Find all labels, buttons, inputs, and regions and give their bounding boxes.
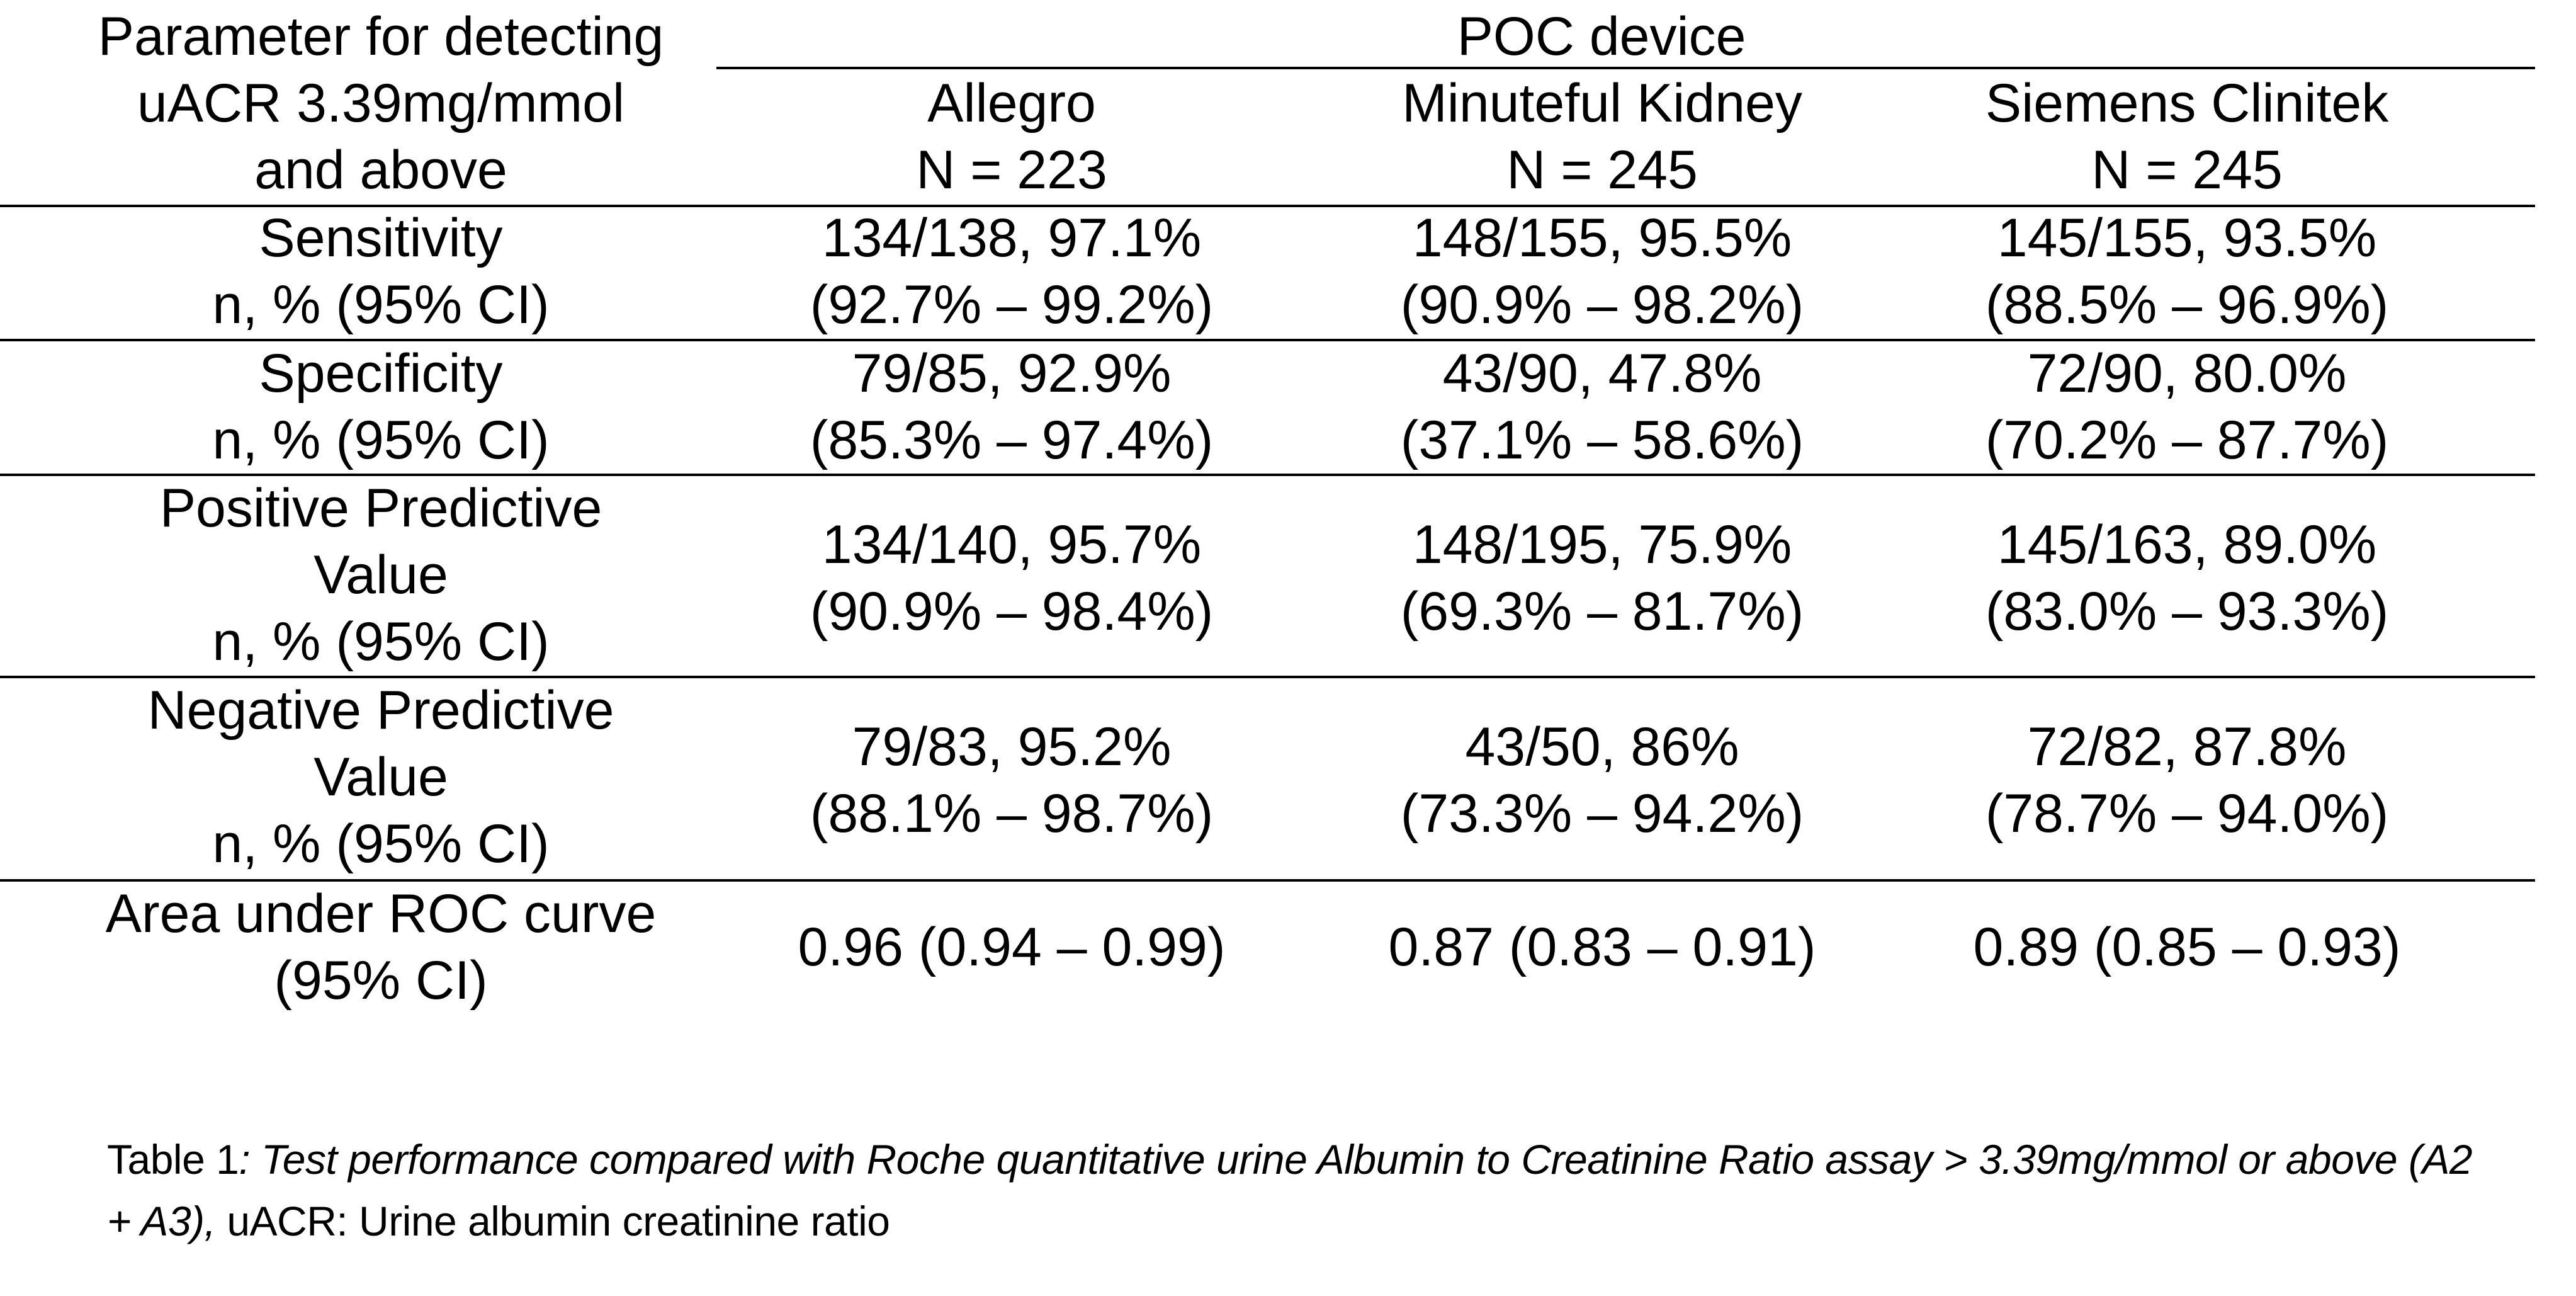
cell-npv-allegro-line-1: 79/83, 95.2%	[852, 717, 1172, 777]
cell-specificity-allegro-line-1: 79/85, 92.9%	[852, 343, 1172, 404]
row-label-ppv-line-2: Value	[314, 545, 448, 605]
row-rule-1	[0, 339, 2535, 341]
cell-npv-allegro-line-2: (88.1% – 98.7%)	[810, 783, 1214, 844]
caption-suffix: uACR: Urine albumin creatinine ratio	[215, 1198, 890, 1244]
cell-auc-siemens: 0.89 (0.85 – 0.93)	[1973, 917, 2401, 977]
row-label-auc-line-2: (95% CI)	[274, 950, 488, 1011]
row-label-sensitivity-line-2: n, % (95% CI)	[212, 275, 550, 335]
cell-ppv-siemens-line-1: 145/163, 89.0%	[1997, 514, 2377, 575]
cell-auc-minuteful: 0.87 (0.83 – 0.91)	[1388, 917, 1816, 977]
device-name-siemens-clinitek: Siemens Clinitek	[1985, 73, 2389, 134]
row-label-ppv-line-1: Positive Predictive	[159, 478, 602, 538]
cell-sensitivity-allegro-line-1: 134/138, 97.1%	[822, 208, 1202, 268]
device-n-allegro: N = 223	[916, 140, 1107, 200]
cell-npv-minuteful-line-2: (73.3% – 94.2%)	[1400, 783, 1804, 844]
cell-sensitivity-allegro-line-2: (92.7% – 99.2%)	[810, 275, 1214, 335]
header-bottom-rule	[0, 205, 2535, 207]
device-name-allegro: Allegro	[927, 73, 1096, 134]
device-n-siemens-clinitek: N = 245	[2091, 140, 2283, 200]
row-rule-2	[0, 474, 2535, 476]
row-label-specificity-line-1: Specificity	[259, 343, 503, 404]
device-name-minuteful-kidney: Minuteful Kidney	[1402, 73, 1802, 134]
cell-specificity-minuteful-line-2: (37.1% – 58.6%)	[1400, 410, 1804, 470]
cell-npv-siemens-line-1: 72/82, 87.8%	[2027, 717, 2347, 777]
row-rule-4	[0, 879, 2535, 882]
row-label-specificity-line-2: n, % (95% CI)	[212, 410, 550, 470]
cell-auc-allegro: 0.96 (0.94 – 0.99)	[798, 917, 1226, 977]
header-param-line-2: uACR 3.39mg/mmol	[137, 73, 625, 134]
row-label-npv-line-2: Value	[314, 747, 448, 807]
cell-ppv-minuteful-line-2: (69.3% – 81.7%)	[1400, 581, 1804, 642]
table-caption: Table 1: Test performance compared with …	[107, 1128, 2499, 1252]
cell-sensitivity-minuteful-line-2: (90.9% – 98.2%)	[1400, 275, 1804, 335]
row-label-ppv-line-3: n, % (95% CI)	[212, 611, 550, 672]
row-label-auc-line-1: Area under ROC curve	[105, 884, 657, 944]
row-label-npv-line-1: Negative Predictive	[147, 680, 614, 741]
header-param-line-1: Parameter for detecting	[98, 6, 664, 67]
row-label-npv-line-3: n, % (95% CI)	[212, 814, 550, 874]
caption-italic-text: : Test performance compared with Roche q…	[107, 1136, 2473, 1244]
cell-ppv-allegro-line-1: 134/140, 95.7%	[822, 514, 1202, 575]
cell-specificity-siemens-line-1: 72/90, 80.0%	[2027, 343, 2347, 404]
row-rule-3	[0, 676, 2535, 678]
cell-specificity-minuteful-line-1: 43/90, 47.8%	[1442, 343, 1762, 404]
header-group-title: POC device	[1457, 6, 1746, 67]
row-label-sensitivity-line-1: Sensitivity	[259, 208, 503, 268]
cell-sensitivity-siemens-line-2: (88.5% – 96.9%)	[1985, 275, 2389, 335]
cell-sensitivity-minuteful-line-1: 148/155, 95.5%	[1412, 208, 1792, 268]
cell-ppv-minuteful-line-1: 148/195, 75.9%	[1412, 514, 1792, 575]
cell-ppv-allegro-line-2: (90.9% – 98.4%)	[810, 581, 1214, 642]
cell-specificity-allegro-line-2: (85.3% – 97.4%)	[810, 410, 1214, 470]
caption-prefix: Table 1	[107, 1136, 239, 1183]
cell-ppv-siemens-line-2: (83.0% – 93.3%)	[1985, 581, 2389, 642]
header-param-line-3: and above	[254, 140, 507, 200]
device-n-minuteful-kidney: N = 245	[1506, 140, 1698, 200]
cell-specificity-siemens-line-2: (70.2% – 87.7%)	[1985, 410, 2389, 470]
cell-npv-siemens-line-2: (78.7% – 94.0%)	[1985, 783, 2389, 844]
cell-sensitivity-siemens-line-1: 145/155, 93.5%	[1997, 208, 2377, 268]
cell-npv-minuteful-line-1: 43/50, 86%	[1465, 717, 1739, 777]
group-title-rule	[716, 67, 2535, 69]
